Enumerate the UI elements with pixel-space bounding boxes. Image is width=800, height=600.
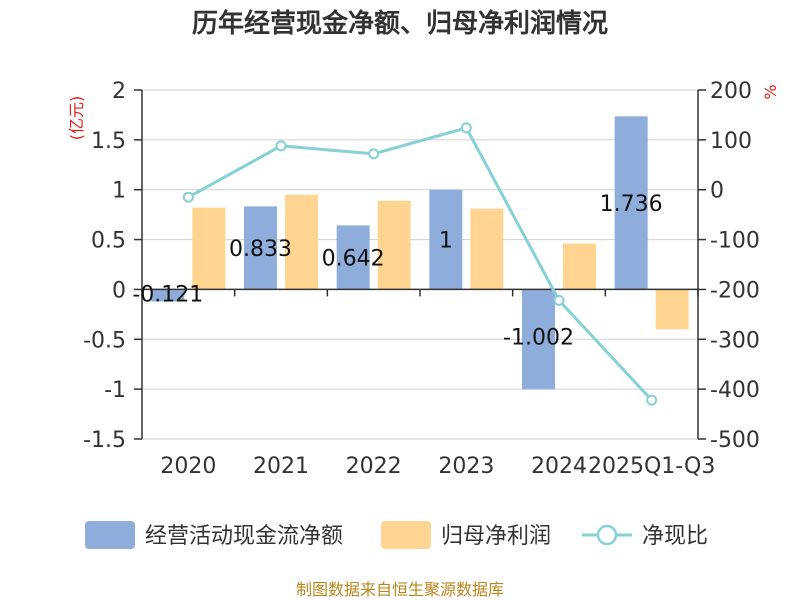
- right-tick-label-2: 0: [710, 179, 724, 204]
- data-label-cash-2022: 0.642: [322, 246, 385, 271]
- right-tick-label-1: 100: [710, 129, 752, 154]
- right-axis-unit: %: [761, 84, 780, 99]
- x-tick-label-5: 2025Q1-Q3: [588, 454, 715, 479]
- bar-cash-2020: [151, 289, 185, 302]
- data-label-cash-2023: 1: [439, 229, 453, 254]
- ratio-point-2025Q1-Q3: [646, 394, 658, 406]
- ratio-point-2023: [460, 122, 472, 134]
- data-label-cash-2024: -1.002: [503, 325, 574, 350]
- bar-cash-2021: [244, 206, 277, 290]
- left-tick-label-5: -0.5: [83, 328, 126, 353]
- bar-profit-2023: [470, 208, 504, 290]
- bar-cash-2025Q1-Q3: [614, 116, 648, 290]
- x-tick-label-2: 2022: [346, 454, 402, 479]
- legend-label-profit: 归母净利润: [441, 524, 551, 549]
- data-labels: -0.121 0.833 0.642 1 -1.002 1.736: [132, 192, 662, 350]
- bar-profit-2024: [563, 243, 596, 290]
- right-tick-label-7: -500: [710, 428, 760, 453]
- right-tick-label-3: -100: [710, 229, 760, 254]
- bar-profit-2022: [377, 200, 411, 290]
- bar-cash-2024: [522, 289, 555, 390]
- left-tick-label-2: 1: [112, 179, 126, 204]
- data-label-cash-2020: -0.121: [132, 282, 203, 307]
- right-tick-label-6: -400: [710, 378, 760, 403]
- legend-marker-ratio: [596, 524, 618, 546]
- right-tick-label-0: 200: [710, 79, 752, 104]
- chart-title: 历年经营现金净额、归母净利润情况: [192, 8, 608, 39]
- left-tick-label-4: 0: [112, 278, 126, 303]
- left-tick-label-6: -1: [104, 378, 126, 403]
- data-label-cash-2025Q1-Q3: 1.736: [600, 192, 663, 217]
- bars: [151, 116, 689, 390]
- left-tick-label-3: 0.5: [91, 229, 126, 254]
- bar-profit-2020: [192, 207, 226, 290]
- ratio-line: [182, 122, 658, 406]
- tick-labels: 2 1.5 1 0.5 0 -0.5 -1 -1.5 200 100 0 -100 -200 -300 -4…: [83, 79, 760, 479]
- right-tick-label-5: -300: [710, 328, 760, 353]
- data-source: 制图数据来自恒生聚源数据库: [296, 580, 504, 599]
- data-label-cash-2021: 0.833: [229, 237, 292, 262]
- legend-label-ratio: 净现比: [642, 524, 708, 549]
- ratio-point-2020: [182, 191, 194, 203]
- x-tick-label-0: 2020: [160, 454, 216, 479]
- legend-swatch-profit: [381, 521, 431, 549]
- axes: [134, 89, 706, 440]
- left-tick-label-0: 2: [112, 79, 126, 104]
- x-tick-label-4: 2024: [531, 454, 587, 479]
- ratio-point-2021: [275, 140, 287, 152]
- ratio-polyline: [187, 126, 653, 402]
- bar-cash-2023: [429, 189, 463, 290]
- x-tick-label-3: 2023: [438, 454, 494, 479]
- bar-profit-2021: [285, 194, 318, 290]
- left-axis-unit: (亿元): [67, 96, 86, 141]
- legend-label-cash: 经营活动现金流净额: [145, 524, 343, 549]
- ratio-point-2024: [553, 294, 565, 306]
- right-tick-label-4: -200: [710, 278, 760, 303]
- legend-swatch-cash: [85, 521, 135, 549]
- bar-profit-2025Q1-Q3: [655, 289, 689, 330]
- left-tick-label-1: 1.5: [91, 129, 126, 154]
- x-tick-label-1: 2021: [253, 454, 309, 479]
- legend: 经营活动现金流净额 归母净利润 净现比: [85, 521, 708, 549]
- bar-cash-2022: [336, 225, 370, 290]
- left-tick-label-7: -1.5: [83, 428, 126, 453]
- ratio-point-2022: [368, 148, 380, 160]
